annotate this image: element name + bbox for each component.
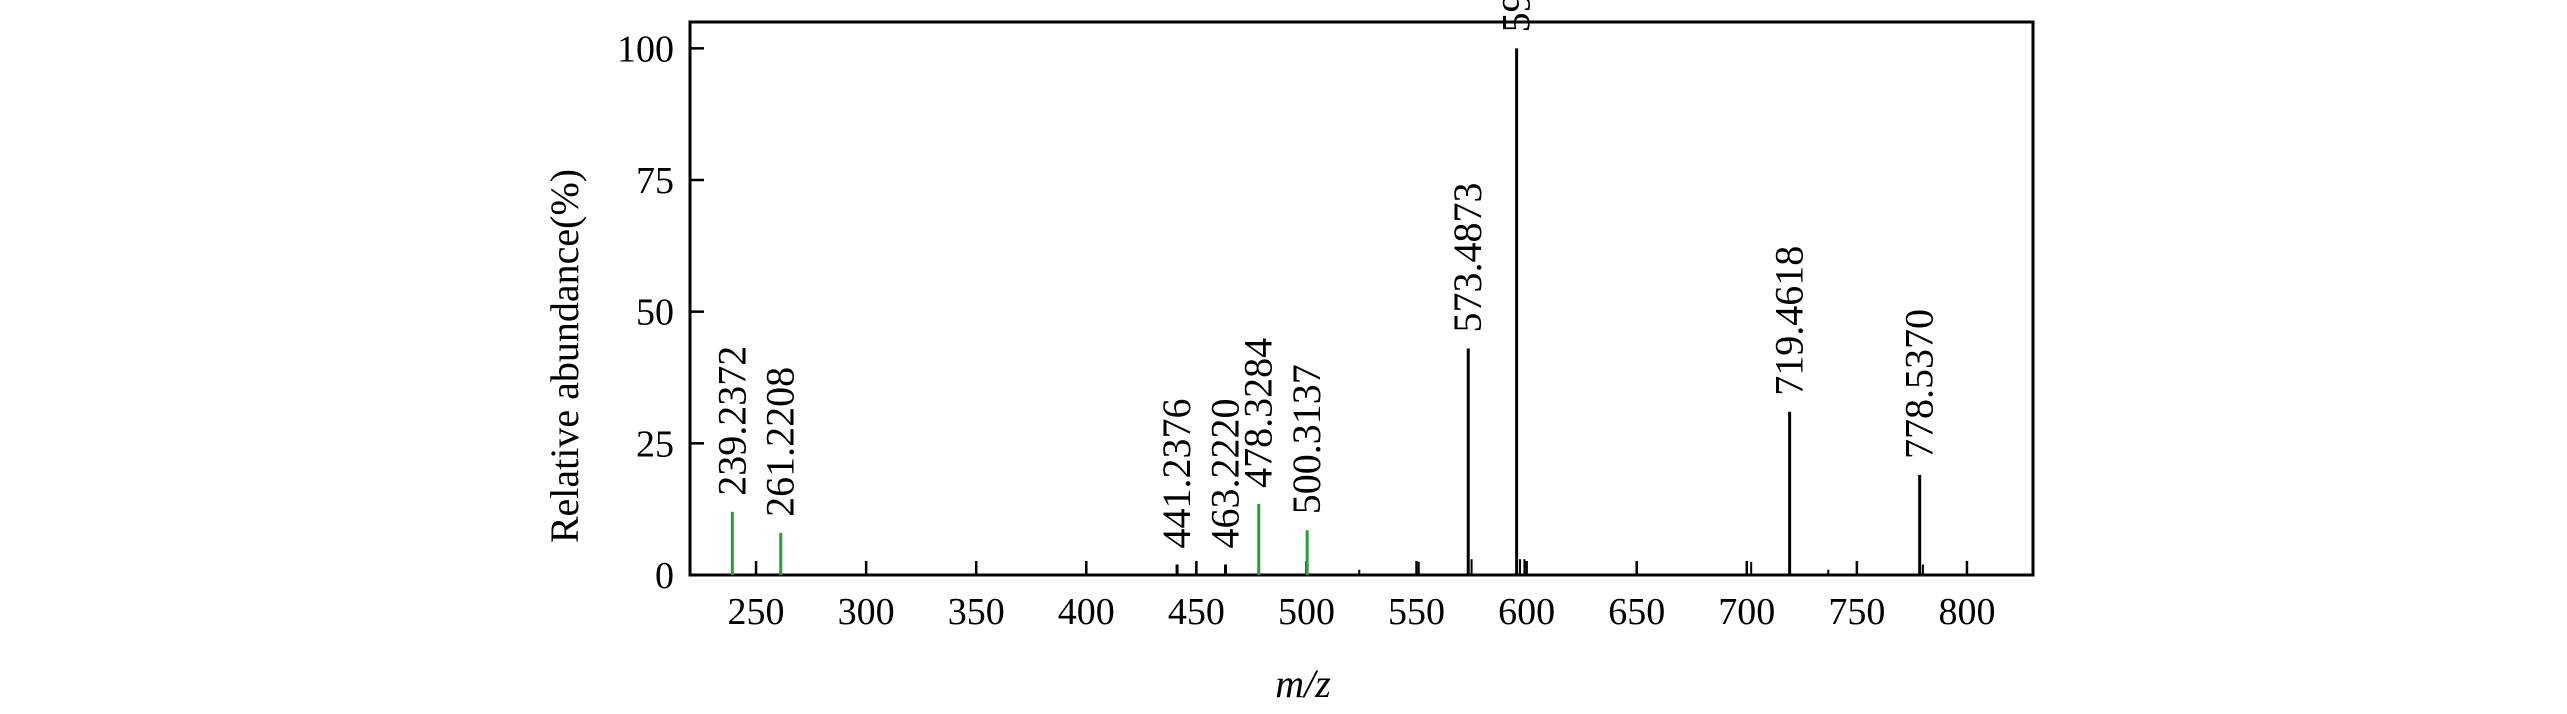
x-tick-label: 250	[728, 591, 785, 633]
x-tick-label: 500	[1278, 591, 1335, 633]
y-tick-label: 50	[636, 292, 674, 334]
y-tick-label: 100	[617, 28, 674, 70]
x-tick-label: 800	[1938, 591, 1995, 633]
peak-label: 778.5370	[1897, 309, 1942, 459]
x-tick-label: 600	[1498, 591, 1555, 633]
peak-label: 261.2208	[758, 367, 803, 517]
peak-label: 478.3284	[1236, 338, 1281, 488]
x-tick-label: 400	[1058, 591, 1115, 633]
plot-frame	[688, 20, 2035, 577]
peak-label: 719.4618	[1767, 246, 1812, 396]
x-tick-label: 300	[838, 591, 895, 633]
peaks-layer	[730, 48, 1924, 575]
peak-label: 500.3137	[1284, 364, 1329, 514]
x-tick-label: 350	[948, 591, 1005, 633]
peak-label: 239.2372	[709, 346, 754, 496]
peak-label: 595.4683	[1494, 0, 1539, 32]
x-tick-label: 700	[1718, 591, 1775, 633]
x-tick-label: 550	[1388, 591, 1445, 633]
x-tick-label: 650	[1608, 591, 1665, 633]
peak-label: 441.2376	[1154, 398, 1199, 548]
peak-labels-layer: 239.2372 261.2208 441.2376 463.2220478.3284…	[709, 0, 1941, 548]
y-tick-label: 25	[636, 423, 674, 465]
y-tick-label: 0	[655, 555, 674, 597]
peak-label: 463.2220	[1202, 398, 1247, 548]
x-tick-label: 750	[1828, 591, 1885, 633]
axes-layer: 250 300 350 400 450 500 550 600 650 700 750 800 0 25 5…	[617, 20, 2035, 633]
y-axis-title: Relative abundance(%)	[542, 169, 587, 543]
x-axis-title: m/z	[1275, 661, 1331, 706]
x-tick-label: 450	[1168, 591, 1225, 633]
peak-label: 573.4873	[1445, 183, 1490, 333]
y-tick-label: 75	[636, 160, 674, 202]
